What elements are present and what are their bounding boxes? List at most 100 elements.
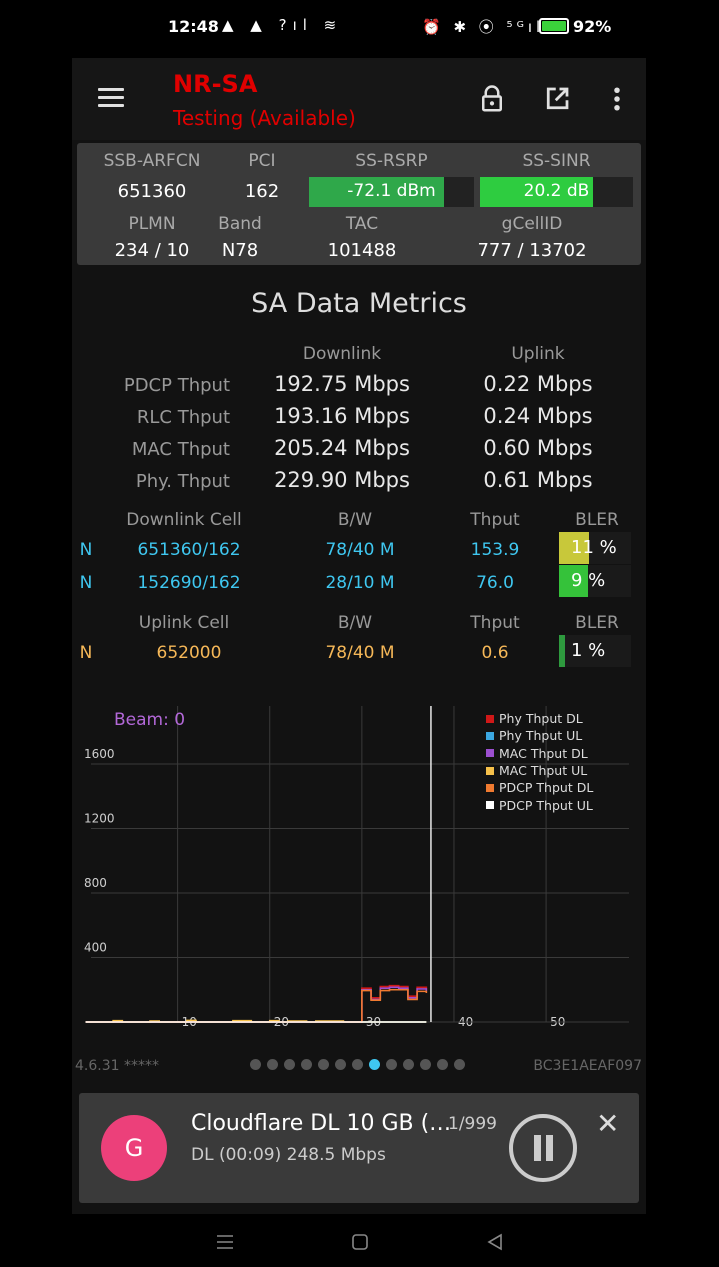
- metric-ul-value: 0.24 Mbps: [483, 404, 593, 428]
- dl-cell-id: 152690/162: [137, 573, 241, 593]
- dl-bler-header: BLER: [575, 510, 619, 530]
- legend-item: MAC Thput DL: [486, 745, 593, 762]
- y-tick-label: 400: [84, 941, 107, 955]
- legend-item: MAC Thput UL: [486, 762, 593, 779]
- notification-count: 1/999: [448, 1114, 497, 1134]
- ul-cell-header: Uplink Cell: [138, 613, 230, 633]
- page-dot[interactable]: [352, 1059, 363, 1070]
- band-label: Band: [218, 214, 262, 234]
- rsrp-meter: -72.1 dBm: [309, 177, 474, 207]
- lock-icon[interactable]: [477, 84, 507, 114]
- back-icon[interactable]: [483, 1230, 507, 1254]
- metric-ul-value: 0.60 Mbps: [483, 436, 593, 460]
- dl-cell-thput: 76.0: [476, 573, 514, 593]
- ss-sinr-value: 20.2 dB: [523, 181, 590, 201]
- page-indicator[interactable]: [250, 1059, 465, 1070]
- page-dot[interactable]: [437, 1059, 448, 1070]
- metric-ul-value: 0.22 Mbps: [483, 372, 593, 396]
- metric-label: MAC Thput: [131, 439, 230, 460]
- ssb-arfcn-value: 651360: [117, 181, 187, 202]
- legend-swatch: [486, 783, 494, 792]
- download-notification[interactable]: G Cloudflare DL 10 GB (… 1/999 DL (00:09…: [79, 1093, 639, 1203]
- chart-legend: Phy Thput DL Phy Thput UL MAC Thput DL M…: [486, 710, 593, 814]
- open-external-icon[interactable]: [542, 84, 572, 114]
- throughput-chart[interactable]: 10 20 30 40 50 400 800 1200 1600 Beam: 0 Phy Thp…: [72, 698, 646, 1038]
- dl-cell-bler-bar: 11 %: [559, 532, 631, 564]
- dl-cell-bler: 11 %: [571, 537, 617, 558]
- notification-subtitle: DL (00:09) 248.5 Mbps: [191, 1145, 386, 1165]
- legend-item: PDCP Thput DL: [486, 779, 593, 796]
- page-dot[interactable]: [420, 1059, 431, 1070]
- page-dot[interactable]: [403, 1059, 414, 1070]
- more-vert-icon[interactable]: [602, 84, 632, 114]
- page-dot[interactable]: [301, 1059, 312, 1070]
- metric-dl-value: 193.16 Mbps: [274, 404, 410, 428]
- metric-dl-value: 205.24 Mbps: [274, 436, 410, 460]
- notification-title: Cloudflare DL 10 GB (…: [191, 1111, 451, 1136]
- pci-label: PCI: [248, 151, 276, 171]
- page-dot[interactable]: [386, 1059, 397, 1070]
- ss-sinr-label: SS-SINR: [522, 151, 591, 171]
- legend-label: Phy Thput DL: [499, 711, 583, 727]
- beam-label: Beam: 0: [114, 710, 186, 730]
- legend-item: PDCP Thput UL: [486, 796, 593, 813]
- metric-label: PDCP Thput: [123, 375, 230, 396]
- ul-thput-header: Thput: [470, 613, 520, 633]
- home-icon[interactable]: [348, 1230, 372, 1254]
- ul-bw-header: B/W: [337, 613, 373, 633]
- metric-ul-value: 0.61 Mbps: [483, 468, 593, 492]
- gcellid-value: 777 / 13702: [477, 240, 587, 261]
- y-tick-label: 1200: [84, 812, 115, 826]
- hamburger-menu-icon[interactable]: [98, 88, 124, 108]
- dl-thput-header: Thput: [470, 510, 520, 530]
- sinr-meter: 20.2 dB: [480, 177, 633, 207]
- legend-swatch: [486, 749, 494, 758]
- ul-cell-thput: 0.6: [481, 643, 509, 663]
- downlink-header: Downlink: [302, 344, 382, 364]
- status-notification-icons: ▲ ▲ ?ıl ≋: [222, 16, 343, 34]
- page-dot[interactable]: [335, 1059, 346, 1070]
- ssb-arfcn-label: SSB-ARFCN: [103, 151, 201, 171]
- dl-cell-bler: 9 %: [571, 570, 606, 591]
- legend-label: MAC Thput DL: [499, 745, 588, 761]
- status-time: 12:48: [168, 17, 219, 36]
- page-dot[interactable]: [454, 1059, 465, 1070]
- recent-apps-icon[interactable]: [213, 1230, 237, 1254]
- page-dot[interactable]: [318, 1059, 329, 1070]
- legend-item: Phy Thput DL: [486, 710, 593, 727]
- tac-value: 101488: [327, 240, 397, 261]
- device-id: BC3E1AEAF097: [533, 1058, 642, 1074]
- dl-cell-bler-bar: 9 %: [559, 565, 631, 597]
- legend-label: Phy Thput UL: [499, 728, 583, 744]
- ul-cell-bler-bar: 1 %: [559, 635, 631, 667]
- dl-cell-thput: 153.9: [470, 540, 520, 560]
- ss-rsrp-value: -72.1 dBm: [347, 181, 436, 201]
- page-dot[interactable]: [250, 1059, 261, 1070]
- ss-rsrp-label: SS-RSRP: [355, 151, 428, 171]
- legend-label: PDCP Thput UL: [499, 797, 593, 813]
- page-dot[interactable]: [284, 1059, 295, 1070]
- metrics-title: SA Data Metrics: [251, 288, 467, 319]
- band-value: N78: [221, 240, 259, 261]
- toolbar: NR-SA Testing (Available): [72, 58, 646, 140]
- page-dot[interactable]: [369, 1059, 380, 1070]
- app-window: NR-SA Testing (Available) SSB-ARFCN PCI …: [72, 58, 646, 1214]
- close-icon[interactable]: ✕: [596, 1107, 620, 1140]
- metric-label: Phy. Thput: [135, 471, 230, 492]
- metric-dl-value: 192.75 Mbps: [274, 372, 410, 396]
- ul-bler-header: BLER: [575, 613, 619, 633]
- plmn-value: 234 / 10: [114, 240, 190, 261]
- system-nav-bar: [0, 1214, 719, 1267]
- pci-value: 162: [244, 181, 280, 202]
- ul-cell-bler: 1 %: [571, 640, 606, 661]
- status-bar: 12:48 ▲ ▲ ?ıl ≋ ⏰ ✱ ⦿ ⁵ᴳıl 92%: [0, 0, 719, 58]
- pause-button[interactable]: [509, 1114, 577, 1182]
- dl-bw-header: B/W: [337, 510, 373, 530]
- dl-cell-tech: N: [79, 540, 93, 560]
- legend-swatch: [486, 766, 494, 775]
- series-line-pdcp-thput-dl: [85, 988, 428, 1023]
- metric-dl-value: 229.90 Mbps: [274, 468, 410, 492]
- battery-percent: 92%: [573, 17, 612, 36]
- page-dot[interactable]: [267, 1059, 278, 1070]
